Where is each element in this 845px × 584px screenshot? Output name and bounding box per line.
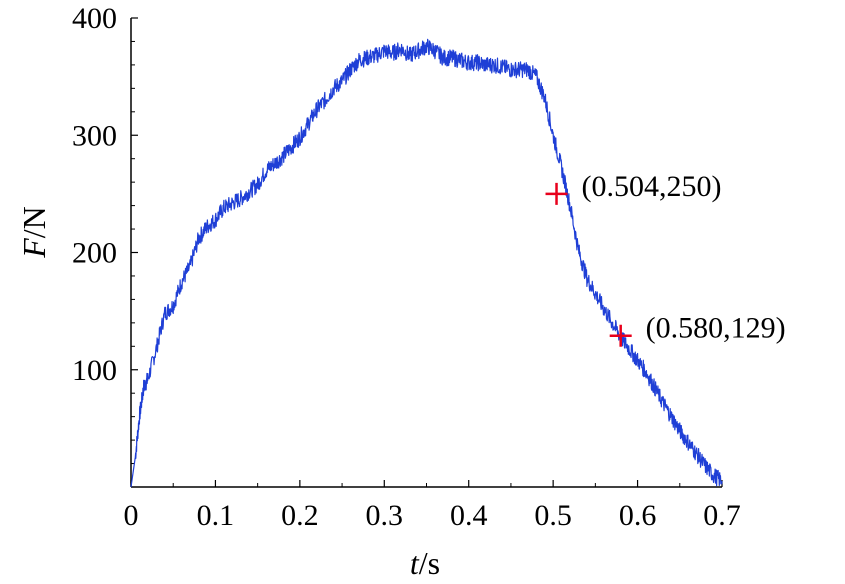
axis-labels: F/N t/s [16,206,440,581]
y-axis-label: F/N [16,206,52,259]
annotation-markers: (0.504,250) (0.580,129) [545,170,786,347]
x-axis-unit: /s [419,545,440,581]
y-tick-label: 300 [72,119,117,152]
annotation-label: (0.504,250) [582,170,722,203]
y-tick-label: 400 [72,2,117,35]
y-axis-variable: F [16,238,52,259]
x-tick-label: 0 [124,499,139,532]
x-tick-label: 0.6 [619,499,657,532]
y-tick-label: 100 [72,354,117,387]
x-tick-label: 0.3 [366,499,404,532]
x-tick-label: 0.1 [197,499,235,532]
x-axis-label: t/s [410,545,440,581]
annotation-label: (0.580,129) [646,312,786,345]
y-tick-label: 200 [72,237,117,270]
x-tick-label: 0.4 [450,499,488,532]
x-tick-label: 0.5 [534,499,572,532]
ticks: 0 0.1 0.2 0.3 0.4 0.5 0.6 0.7 100 200 300 400 [72,2,741,532]
x-tick-label: 0.2 [281,499,319,532]
y-axis-unit: /N [16,206,52,238]
x-tick-label: 0.7 [703,499,741,532]
x-axis-variable: t [410,545,420,581]
